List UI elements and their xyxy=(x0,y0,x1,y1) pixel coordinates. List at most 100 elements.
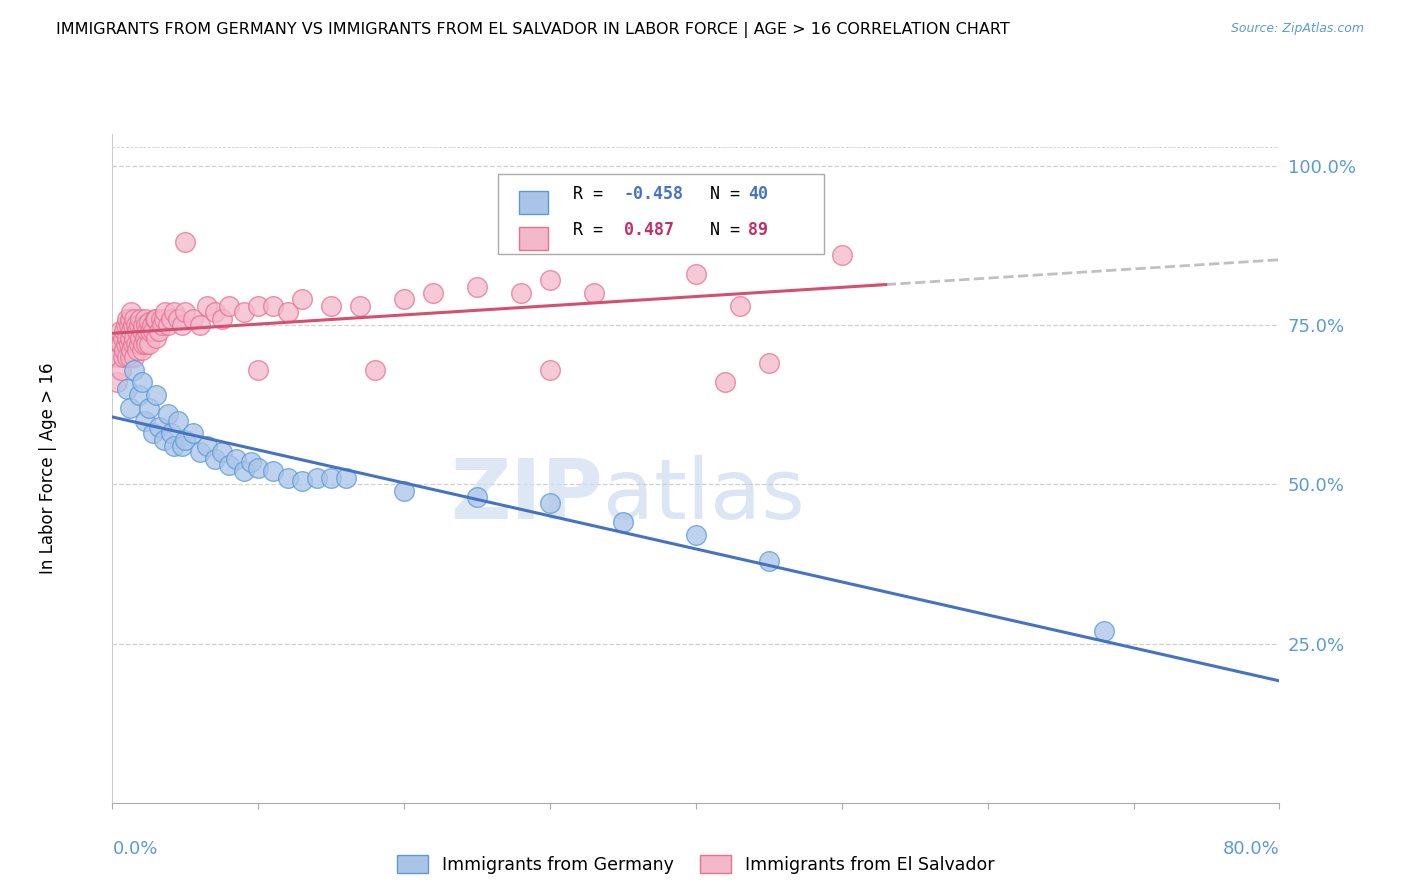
Point xyxy=(538,273,561,287)
Point xyxy=(118,350,141,364)
Point xyxy=(160,311,183,326)
Text: 89: 89 xyxy=(748,221,769,239)
Point xyxy=(831,248,853,262)
Point xyxy=(112,343,135,358)
Point xyxy=(247,362,270,376)
Point xyxy=(115,311,138,326)
Point xyxy=(240,455,263,469)
Point xyxy=(139,324,162,338)
Point xyxy=(143,311,166,326)
Point xyxy=(801,222,824,236)
Point xyxy=(122,337,145,351)
Point xyxy=(111,331,134,345)
FancyBboxPatch shape xyxy=(498,174,824,254)
Point xyxy=(145,388,167,402)
Point xyxy=(129,331,152,345)
Point xyxy=(118,311,141,326)
Point xyxy=(465,279,488,293)
Legend: Immigrants from Germany, Immigrants from El Salvador: Immigrants from Germany, Immigrants from… xyxy=(391,848,1001,881)
Point xyxy=(118,331,141,345)
Point xyxy=(321,471,343,485)
Point xyxy=(232,465,254,479)
Point xyxy=(120,343,142,358)
Point xyxy=(128,318,150,332)
Point xyxy=(105,376,128,390)
Text: 80.0%: 80.0% xyxy=(1223,839,1279,857)
Point xyxy=(125,318,148,332)
Point xyxy=(134,311,156,326)
Point xyxy=(131,343,153,358)
Point xyxy=(153,305,176,319)
Point xyxy=(758,356,780,370)
Point xyxy=(195,439,218,453)
Point xyxy=(612,516,634,530)
Point xyxy=(141,318,163,332)
Point xyxy=(714,376,737,390)
Point xyxy=(136,324,159,338)
Point xyxy=(174,235,197,249)
Point xyxy=(138,337,160,351)
Point xyxy=(107,350,129,364)
Point xyxy=(148,324,170,338)
Text: In Labor Force | Age > 16: In Labor Force | Age > 16 xyxy=(39,362,58,574)
Point xyxy=(167,413,190,427)
Point xyxy=(145,331,167,345)
Point xyxy=(685,528,707,542)
Point xyxy=(108,337,131,351)
Point xyxy=(156,318,179,332)
Point xyxy=(149,311,172,326)
Point xyxy=(128,388,150,402)
Point xyxy=(145,311,167,326)
Point xyxy=(335,471,357,485)
Text: R =: R = xyxy=(574,221,623,239)
Point xyxy=(138,401,160,415)
Text: R =: R = xyxy=(574,185,613,203)
Point xyxy=(538,362,561,376)
Point xyxy=(142,426,165,441)
Point xyxy=(392,293,416,307)
FancyBboxPatch shape xyxy=(519,191,548,214)
Point xyxy=(685,267,707,281)
Point xyxy=(134,331,156,345)
Point xyxy=(305,471,328,485)
Point xyxy=(148,420,170,434)
Point xyxy=(120,324,142,338)
Point xyxy=(291,474,314,488)
Point xyxy=(108,324,131,338)
Point xyxy=(172,439,194,453)
Point xyxy=(204,305,226,319)
Point xyxy=(276,471,298,485)
Point xyxy=(120,305,142,319)
Point xyxy=(167,311,190,326)
Point xyxy=(112,324,135,338)
Point xyxy=(291,293,314,307)
Point xyxy=(364,362,387,376)
Text: ZIP: ZIP xyxy=(450,455,603,535)
Point xyxy=(110,362,132,376)
Point xyxy=(152,433,174,447)
Point xyxy=(128,337,150,351)
Point xyxy=(204,451,226,466)
FancyBboxPatch shape xyxy=(519,227,548,251)
Point xyxy=(132,318,155,332)
Point xyxy=(138,315,160,329)
Point xyxy=(152,311,174,326)
Text: -0.458: -0.458 xyxy=(624,185,683,203)
Point xyxy=(211,311,233,326)
Point xyxy=(150,318,173,332)
Point xyxy=(181,311,204,326)
Point xyxy=(115,331,138,345)
Point xyxy=(582,286,605,301)
Point xyxy=(122,318,145,332)
Point xyxy=(211,445,233,459)
Point xyxy=(181,426,204,441)
Point xyxy=(232,305,254,319)
Point xyxy=(392,483,416,498)
Point xyxy=(247,461,270,475)
Point xyxy=(188,445,211,459)
Point xyxy=(422,286,444,301)
Point xyxy=(163,439,186,453)
Point xyxy=(127,324,149,338)
Point xyxy=(321,299,343,313)
Point xyxy=(195,299,218,313)
